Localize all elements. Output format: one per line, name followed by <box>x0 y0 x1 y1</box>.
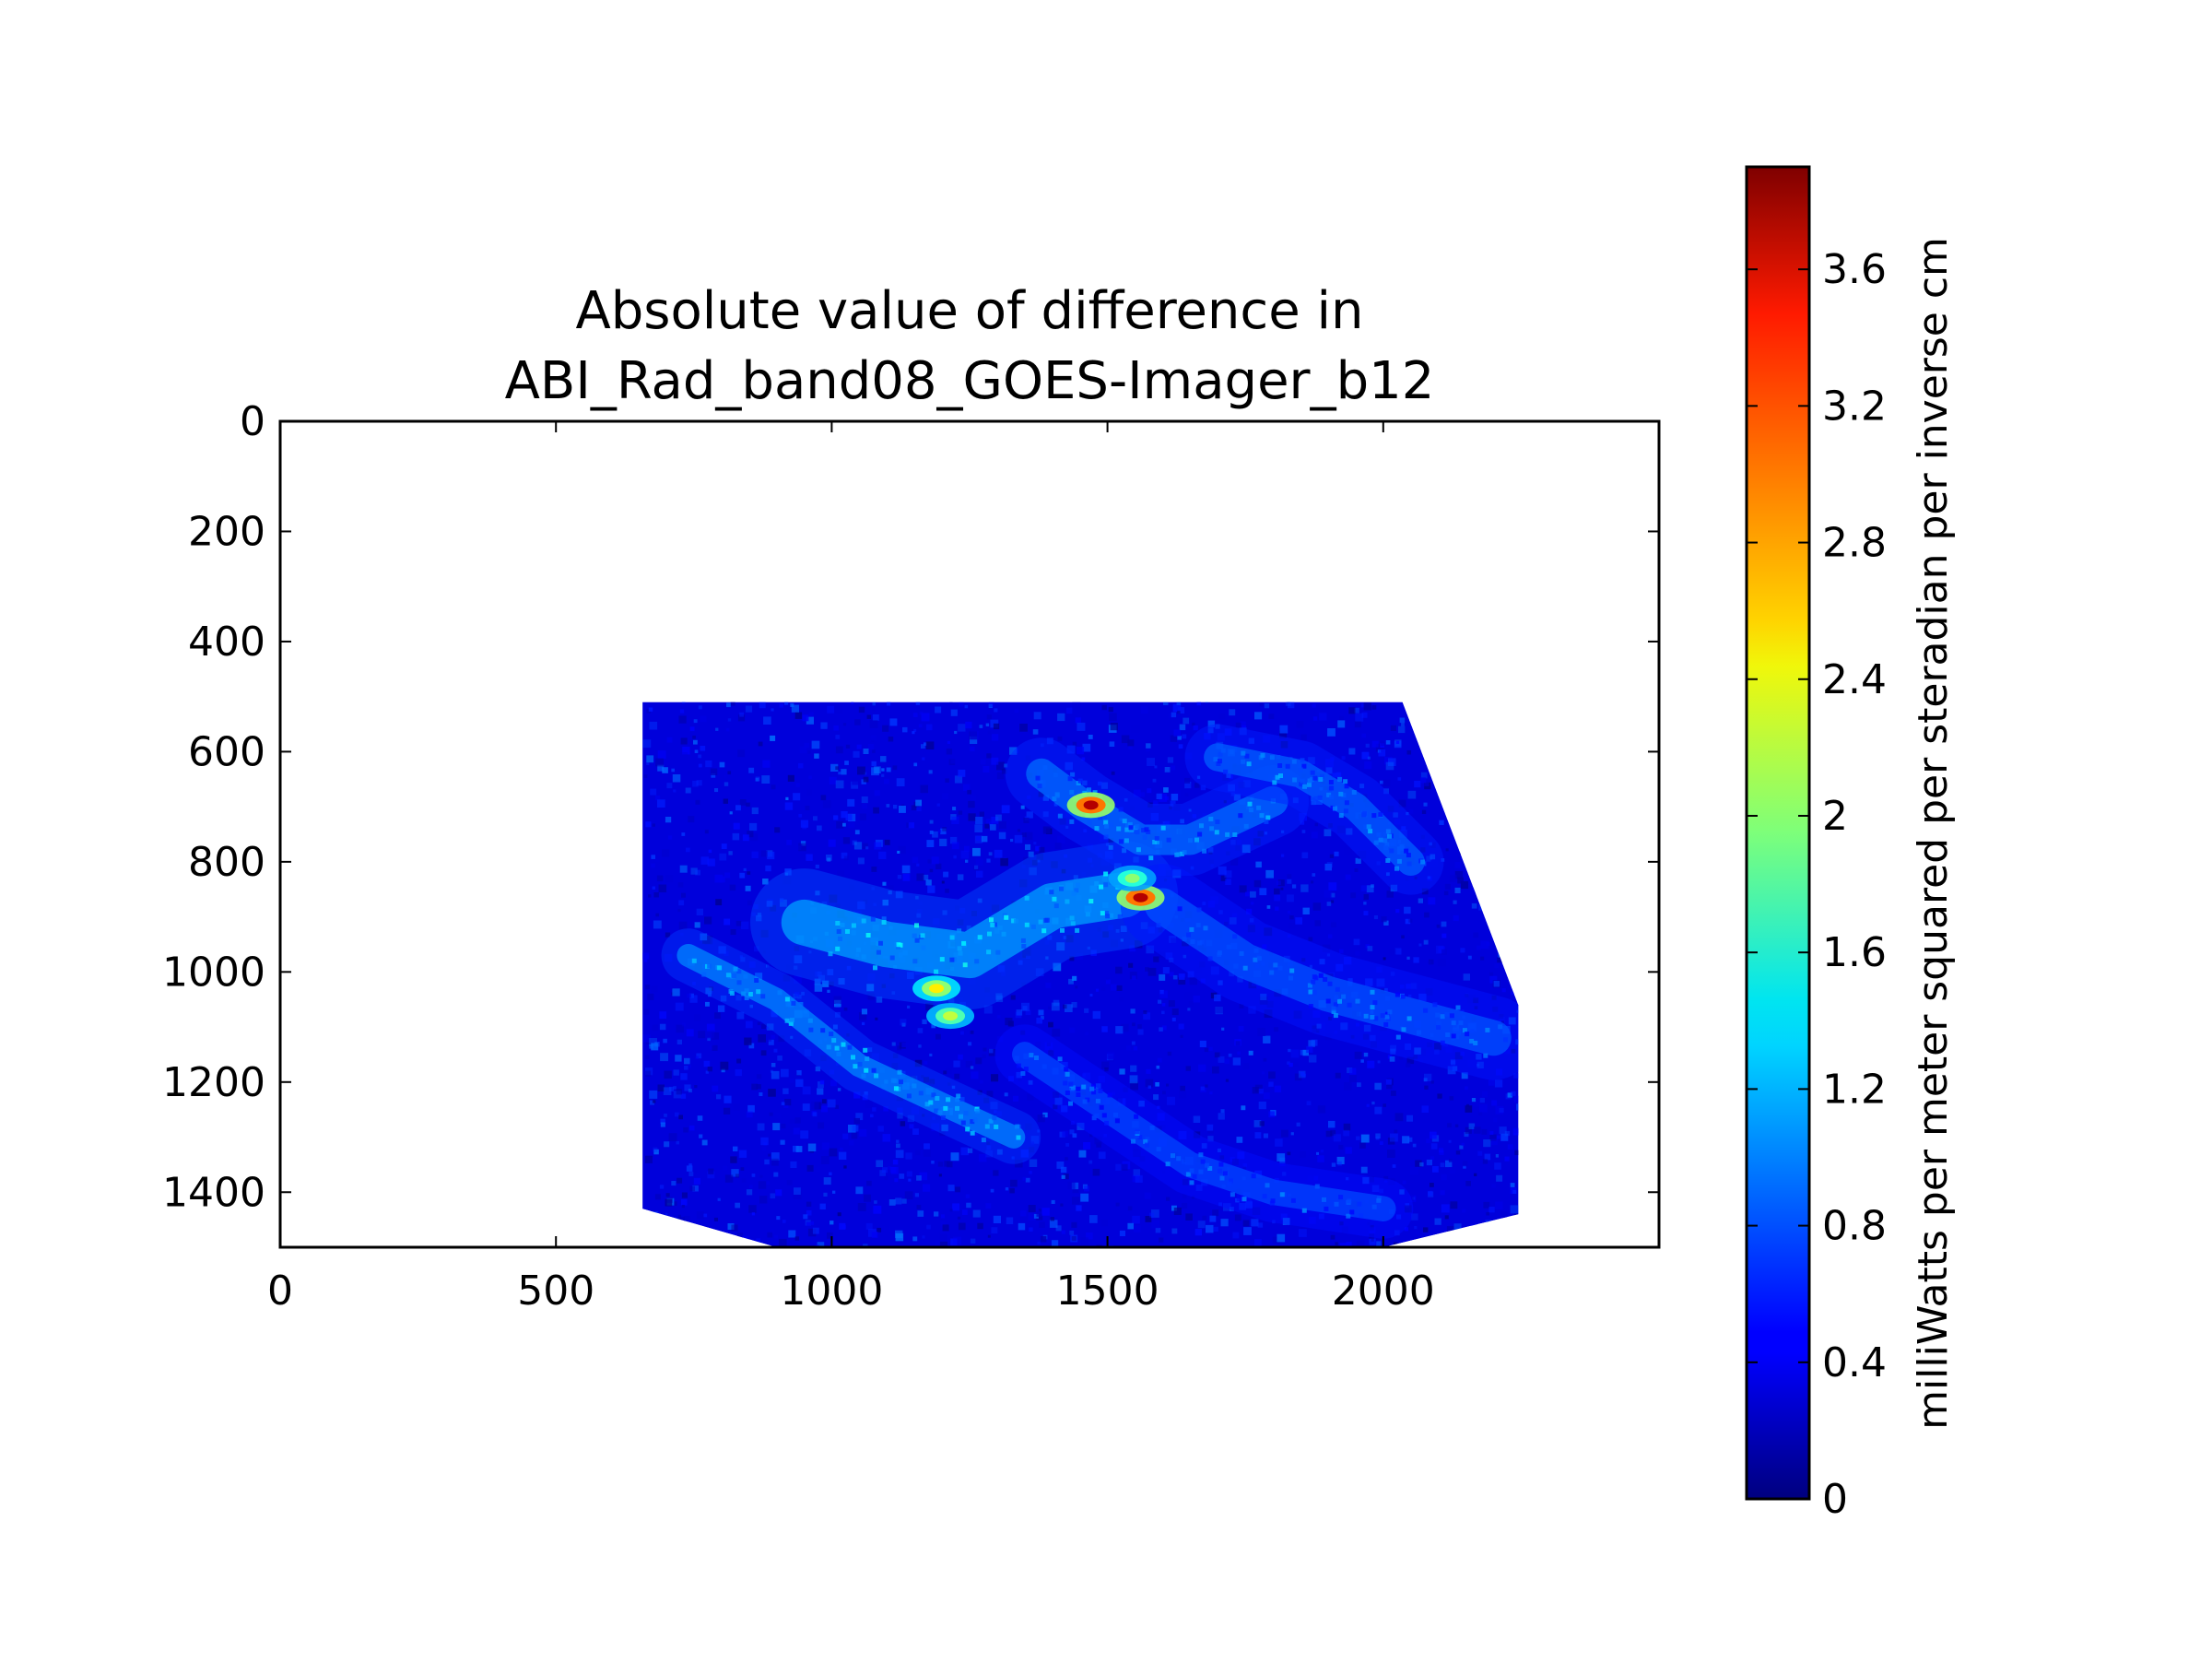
y-tick-label: 200 <box>188 508 265 555</box>
heatmap-hotspots <box>912 792 1165 1030</box>
colorbar-tick-label: 2.8 <box>1822 520 1887 567</box>
colorbar-tick-label: 2 <box>1822 793 1848 840</box>
y-tick-label: 600 <box>188 728 265 775</box>
x-tick-label: 500 <box>517 1268 594 1315</box>
x-tick-label: 0 <box>267 1268 293 1315</box>
x-tick-label: 1500 <box>1056 1268 1159 1315</box>
colorbar-tick-label: 1.6 <box>1822 929 1887 976</box>
colorbar-tick-label: 0.8 <box>1822 1203 1887 1250</box>
y-tick-label: 1000 <box>162 949 265 996</box>
colorbar-label: milliWatts per meter squared per steradi… <box>1910 237 1957 1430</box>
feature-core-1 <box>781 871 1147 979</box>
colorbar-tick-label: 1.2 <box>1822 1066 1887 1113</box>
colorbar-axis: 0 0.4 0.8 1.2 1.6 2 2.4 2.8 3.2 3.6 <box>1747 246 1887 1523</box>
hotspot-core-0 <box>1083 800 1099 810</box>
heatmap-image <box>642 702 1519 1247</box>
y-tick-label: 0 <box>240 398 265 445</box>
plot-frame <box>278 419 1661 1249</box>
chart-title-line-2: ABI_Rad_band08_GOES-Imager_b12 <box>505 351 1435 411</box>
y-axis: 0 200 400 600 800 1000 1200 1400 <box>162 398 1659 1216</box>
x-axis: 0 500 1000 1500 2000 <box>267 421 1435 1315</box>
hotspot-core-1 <box>1133 892 1148 902</box>
data-region <box>642 702 1519 1247</box>
hotspot-core-2 <box>929 984 945 994</box>
heatmap-features <box>661 724 1519 1239</box>
hotspot-core-4 <box>1124 873 1140 883</box>
feature-core-2 <box>1026 758 1288 855</box>
colorbar-tick-label: 0 <box>1822 1476 1848 1523</box>
heatmap-background <box>642 702 1519 1247</box>
y-tick-label: 1200 <box>162 1059 265 1106</box>
colorbar-tick-label: 3.2 <box>1822 383 1887 430</box>
y-tick-label: 400 <box>188 619 265 666</box>
colorbar-tick-label: 0.4 <box>1822 1339 1887 1386</box>
colorbar-tick-label: 3.6 <box>1822 246 1887 293</box>
chart-title-line-1: Absolute value of difference in <box>575 281 1363 341</box>
colorbar-tick-label: 2.4 <box>1822 656 1887 703</box>
hotspot-core-3 <box>943 1011 959 1021</box>
y-tick-label: 1400 <box>162 1169 265 1216</box>
feature-core-3 <box>1145 888 1512 1056</box>
colorbar <box>1745 165 1811 1501</box>
x-tick-label: 2000 <box>1332 1268 1435 1315</box>
y-tick-label: 800 <box>188 839 265 886</box>
x-tick-label: 1000 <box>780 1268 883 1315</box>
